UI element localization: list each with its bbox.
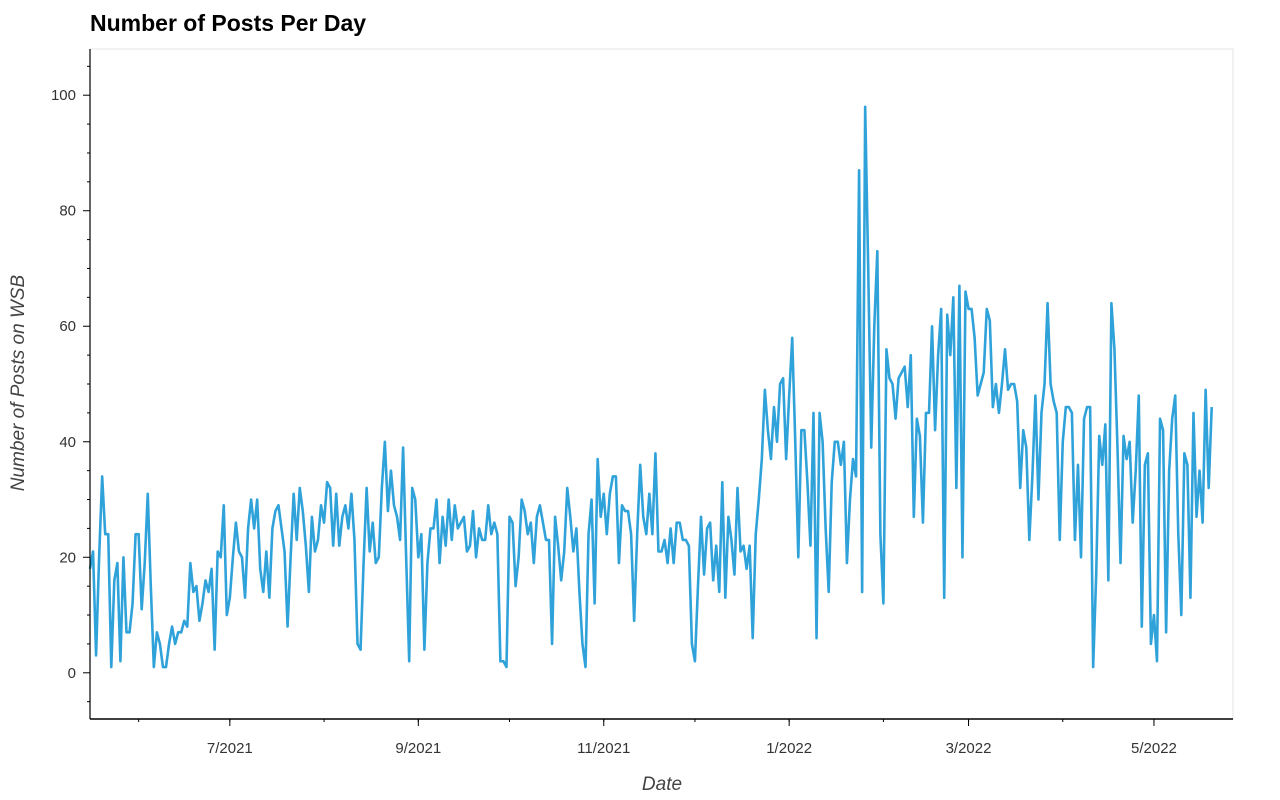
chart-title: Number of Posts Per Day xyxy=(90,10,367,36)
y-tick-label: 80 xyxy=(59,203,76,220)
x-tick-label: 5/2022 xyxy=(1131,740,1177,757)
y-tick-label: 40 xyxy=(59,434,76,451)
x-tick-label: 3/2022 xyxy=(946,740,992,757)
plot-frame xyxy=(89,48,1234,720)
x-tick-label: 9/2021 xyxy=(395,740,441,757)
y-tick-label: 100 xyxy=(51,87,76,104)
series-layer xyxy=(88,105,1214,669)
y-tick-label: 0 xyxy=(68,665,76,682)
x-tick-label: 7/2021 xyxy=(207,740,253,757)
x-tick-label: 1/2022 xyxy=(766,740,812,757)
x-axis: 7/2021 9/2021 11/2021 1/2022 3/2022 5/2022 xyxy=(90,718,1233,757)
y-axis-label: Number of Posts on WSB xyxy=(8,274,29,491)
y-axis: 0 20 40 60 80 100 xyxy=(51,49,91,719)
y-tick-label: 20 xyxy=(59,549,76,566)
series-line-1 xyxy=(88,105,1214,669)
x-tick-label: 11/2021 xyxy=(577,740,630,757)
x-axis-label: Date xyxy=(642,774,682,795)
y-tick-label: 60 xyxy=(59,318,76,335)
